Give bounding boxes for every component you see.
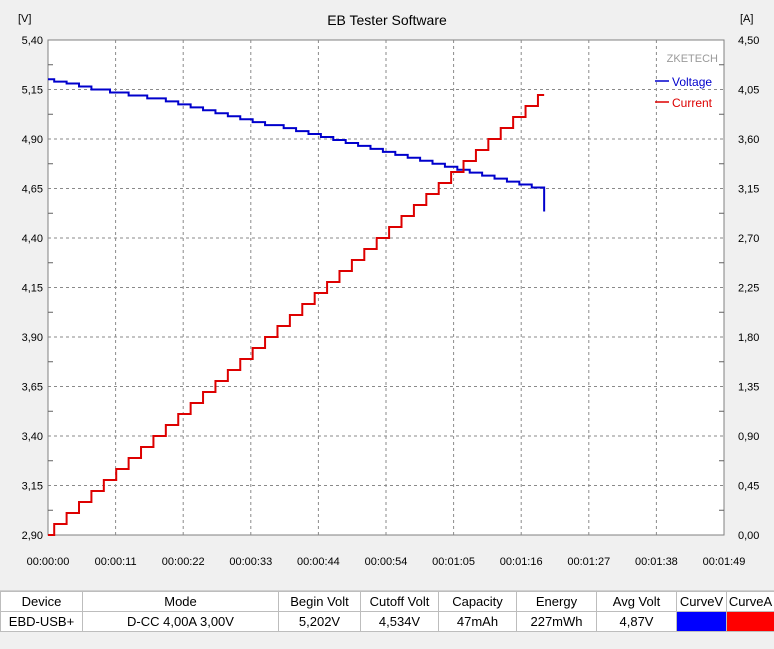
x-tick-label: 00:01:38	[635, 556, 678, 568]
y-right-tick-label: 3,60	[738, 134, 759, 146]
x-tick-label: 00:01:05	[432, 556, 475, 568]
value-device: EBD-USB+	[1, 612, 83, 632]
x-tick-label: 00:00:44	[297, 556, 340, 568]
y-right-tick-label: 0,45	[738, 481, 759, 493]
status-value-row: EBD-USB+ D-CC 4,00A 3,00V 5,202V 4,534V …	[1, 612, 774, 632]
status-table: Device Mode Begin Volt Cutoff Volt Capac…	[0, 591, 774, 632]
legend-label-current: Current	[672, 96, 713, 110]
header-mode: Mode	[83, 592, 279, 612]
y-left-tick-label: 3,40	[22, 431, 43, 443]
value-cutoff-volt: 4,534V	[361, 612, 439, 632]
y-left-tick-label: 5,15	[22, 85, 43, 97]
value-capacity: 47mAh	[439, 612, 517, 632]
y-left-tick-label: 3,15	[22, 481, 43, 493]
legend-label-voltage: Voltage	[672, 75, 712, 89]
value-mode: D-CC 4,00A 3,00V	[83, 612, 279, 632]
chart: 5,40 5,15 4,90 4,65 4,40 4,15 3,90 3,65 3,40 3,15…	[0, 0, 774, 588]
status-header-row: Device Mode Begin Volt Cutoff Volt Capac…	[1, 592, 774, 612]
y-left-tick-label: 3,65	[22, 382, 43, 394]
y-right-tick-label: 4,50	[738, 35, 759, 47]
y-left-tick-label: 2,90	[22, 530, 43, 542]
y-right-tick-label: 0,00	[738, 530, 759, 542]
x-tick-label: 00:00:00	[27, 556, 70, 568]
x-ticks: 00:00:00 00:00:11 00:00:22 00:00:33 00:00:44…	[27, 556, 746, 568]
y-right-tick-label: 2,70	[738, 233, 759, 245]
value-energy: 227mWh	[517, 612, 597, 632]
header-cutoff-volt: Cutoff Volt	[361, 592, 439, 612]
header-capacity: Capacity	[439, 592, 517, 612]
y-right-tick-label: 1,35	[738, 382, 759, 394]
y-left-tick-label: 4,90	[22, 134, 43, 146]
curve-v-swatch[interactable]	[677, 612, 726, 631]
y-right-tick-label: 2,25	[738, 283, 759, 295]
y-right-tick-label: 1,80	[738, 332, 759, 344]
y-left-tick-label: 3,90	[22, 332, 43, 344]
y-left-tick-label: 4,15	[22, 283, 43, 295]
header-curve-v: CurveV	[677, 592, 727, 612]
y-left-tick-label: 4,40	[22, 233, 43, 245]
y-right-tick-label: 4,05	[738, 85, 759, 97]
header-avg-volt: Avg Volt	[597, 592, 677, 612]
curve-v-color-swatch[interactable]	[677, 612, 727, 632]
header-device: Device	[1, 592, 83, 612]
status-bar: Device Mode Begin Volt Cutoff Volt Capac…	[0, 590, 774, 649]
header-curve-a: CurveA	[727, 592, 774, 612]
value-avg-volt: 4,87V	[597, 612, 677, 632]
x-tick-label: 00:00:54	[365, 556, 408, 568]
y-right-tick-label: 0,90	[738, 431, 759, 443]
x-tick-label: 00:01:16	[500, 556, 543, 568]
curve-a-swatch[interactable]	[727, 612, 774, 631]
y-right-unit: [A]	[740, 13, 753, 25]
chart-title: EB Tester Software	[327, 12, 447, 28]
x-tick-label: 00:01:49	[703, 556, 746, 568]
y-left-tick-label: 4,65	[22, 184, 43, 196]
y-right-tick-label: 3,15	[738, 184, 759, 196]
y-left-tick-label: 5,40	[22, 35, 43, 47]
header-energy: Energy	[517, 592, 597, 612]
x-tick-label: 00:01:27	[567, 556, 610, 568]
x-tick-label: 00:00:33	[229, 556, 272, 568]
x-tick-label: 00:00:22	[162, 556, 205, 568]
watermark: ZKETECH	[667, 53, 718, 65]
x-tick-label: 00:00:11	[95, 556, 137, 568]
value-begin-volt: 5,202V	[279, 612, 361, 632]
curve-a-color-swatch[interactable]	[727, 612, 774, 632]
header-begin-volt: Begin Volt	[279, 592, 361, 612]
y-left-unit: [V]	[18, 13, 31, 25]
